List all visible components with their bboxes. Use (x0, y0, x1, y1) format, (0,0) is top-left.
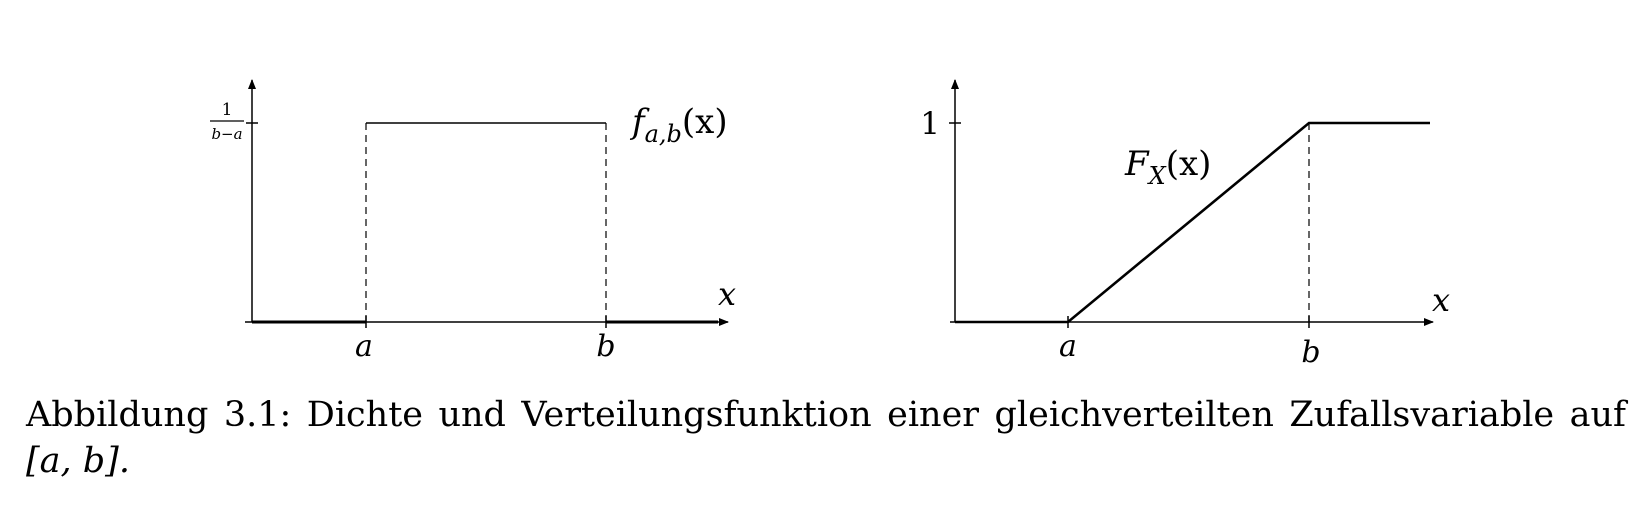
uniform-distribution-figure: 1 b−a fa,b(x) x a b 1 FX(x) x a b (210, 79, 1450, 370)
caption-interval: [a, b]. (26, 441, 130, 481)
caption-text: Dichte und Verteilungsfunktion einer gle… (306, 395, 1626, 435)
cdf-function-sub: X (1147, 162, 1167, 190)
cdf-plot: 1 FX(x) x a b (920, 79, 1450, 370)
figure-caption: Abbildung 3.1: Dichte und Verteilungsfun… (26, 392, 1626, 484)
cdf-x-tick-label-b: b (1301, 335, 1320, 370)
cdf-function-arg: (x) (1166, 144, 1212, 184)
cdf-x-tick-label-a: a (1059, 329, 1077, 364)
density-function-sub: a,b (645, 120, 682, 148)
density-x-tick-label-a: a (355, 329, 373, 364)
cdf-y-tick-label: 1 (920, 106, 940, 142)
cdf-curve (955, 121, 1430, 324)
density-x-axis-label: x (718, 275, 736, 313)
density-y-tick-denominator: b−a (211, 125, 242, 143)
density-x-tick-label-b: b (596, 329, 615, 364)
density-plot: 1 b−a fa,b(x) x a b (210, 79, 736, 364)
cdf-function-base: F (1124, 144, 1150, 184)
density-y-tick-numerator: 1 (222, 100, 233, 120)
cdf-function-label: FX(x) (1124, 144, 1211, 190)
caption-label: Abbildung 3.1: (26, 395, 292, 435)
density-function-arg: (x) (682, 102, 728, 142)
density-function-label: fa,b(x) (629, 102, 728, 148)
cdf-x-axis-label: x (1432, 281, 1450, 319)
